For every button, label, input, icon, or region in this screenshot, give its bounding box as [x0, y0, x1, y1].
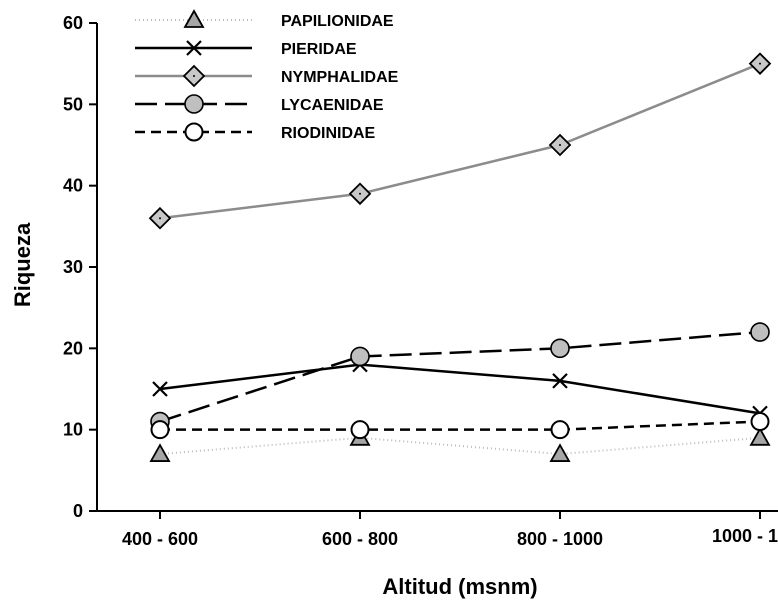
data-point [350, 346, 370, 367]
x-tick-label: 800 - 1000 [517, 529, 603, 549]
y-tick-label: 0 [73, 501, 83, 521]
data-point-dot [159, 217, 161, 220]
x-tick-label: 1000 - 1200 [712, 526, 778, 546]
data-point [749, 426, 771, 446]
legend-item: PIERIDAE [135, 40, 357, 58]
legend-marker-dot [193, 75, 195, 77]
legend-item: RIODINIDAE [135, 122, 376, 142]
legend-marker [184, 94, 204, 114]
data-point [750, 412, 770, 432]
series-line [159, 436, 761, 456]
data-point [550, 338, 570, 359]
y-axis-title: Riqueza [10, 222, 35, 307]
data-point-dot [559, 144, 561, 146]
series-line [160, 420, 761, 431]
legend-marker [183, 9, 205, 28]
data-point [149, 443, 171, 462]
y-tick-label: 50 [63, 94, 83, 114]
legend-label: PIERIDAE [281, 41, 357, 58]
legend-label: RIODINIDAE [281, 125, 376, 142]
data-point-dot [359, 192, 361, 195]
series-line [159, 363, 761, 415]
legend-label: NYMPHALIDAE [281, 69, 399, 86]
legend-label: PAPILIONIDAE [281, 13, 394, 30]
y-tick-label: 60 [63, 13, 83, 33]
x-axis-title: Altitud (msnm) [382, 574, 537, 599]
axes: 0 10 20 30 40 50 60 400 - 600 600 - 800 800 - 100… [63, 13, 778, 549]
y-tick-label: 20 [63, 338, 83, 358]
data-point [552, 373, 568, 389]
series-nymphalidae [148, 52, 772, 230]
y-tick-label: 10 [63, 420, 83, 440]
series-pieridae [152, 356, 768, 422]
y-tick-label: 30 [63, 257, 83, 277]
legend-item: PAPILIONIDAE [135, 9, 394, 30]
legend: PAPILIONIDAE PIERIDAE NYMPHALIDAE LYCAENIDA… [135, 9, 399, 142]
data-point [150, 420, 170, 440]
legend-marker [184, 122, 204, 142]
data-point [152, 381, 168, 397]
series-layer [148, 52, 772, 462]
legend-label: LYCAENIDAE [281, 97, 384, 114]
series-papilionidae [149, 426, 771, 462]
x-tick-label: 600 - 800 [322, 529, 398, 549]
series-lycaenidae [150, 322, 770, 432]
series-line [159, 330, 761, 423]
series-line [159, 62, 761, 220]
data-point [550, 420, 570, 440]
data-point [750, 322, 770, 342]
legend-marker [186, 40, 202, 56]
data-point-dot [759, 62, 761, 65]
y-tick-label: 40 [63, 176, 83, 196]
legend-item: NYMPHALIDAE [135, 64, 399, 88]
series-riodinidae [150, 412, 770, 440]
x-tick-label: 400 - 600 [122, 529, 198, 549]
legend-item: LYCAENIDAE [135, 94, 384, 114]
data-point [350, 420, 370, 440]
data-point [549, 443, 571, 462]
